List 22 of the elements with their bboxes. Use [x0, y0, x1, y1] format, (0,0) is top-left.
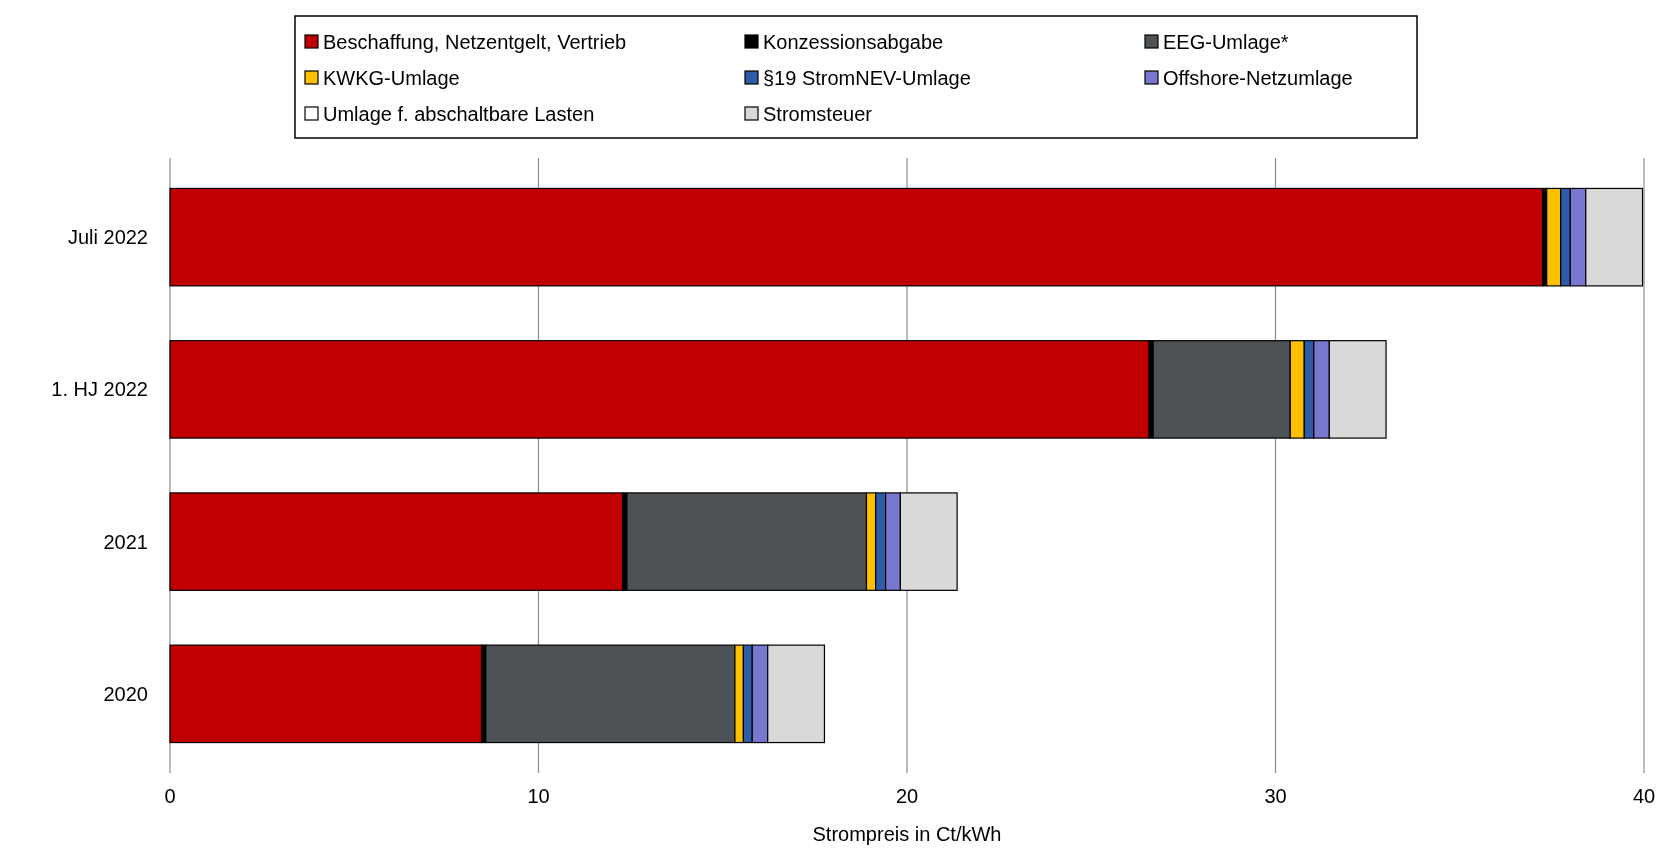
x-tick-label: 10: [527, 785, 550, 807]
legend-label: Umlage f. abschaltbare Lasten: [323, 103, 595, 125]
y-tick-label: Juli 2022: [67, 226, 148, 249]
x-tick-label: 20: [895, 785, 919, 807]
y-tick-label: 2020: [103, 682, 148, 705]
bar: [169, 492, 624, 591]
bar: [169, 187, 1544, 287]
y-tick-label: 1. HJ 2022: [51, 378, 148, 401]
legend-label: Offshore-Netzumlage: [1163, 67, 1353, 89]
legend-label: KWKG-Umlage: [323, 67, 460, 89]
bar: [169, 340, 1150, 439]
legend-label: Stromsteuer: [763, 103, 873, 125]
bar: [169, 644, 483, 744]
x-tick-label: 30: [1264, 785, 1287, 807]
x-axis-title: Strompreis in Ct/kWh: [812, 823, 1002, 845]
legend-label: Konzessionsabgabe: [763, 31, 944, 53]
legend-label: EEG-Umlage*: [1163, 31, 1289, 53]
legend-label: §19 StromNEV-Umlage: [763, 67, 971, 89]
x-tick-label: 40: [1632, 785, 1656, 807]
legend-label: Beschaffung, Netzentgelt, Vertrieb: [323, 31, 627, 53]
y-tick-label: 2021: [103, 530, 148, 553]
x-tick-label: 0: [164, 785, 176, 807]
